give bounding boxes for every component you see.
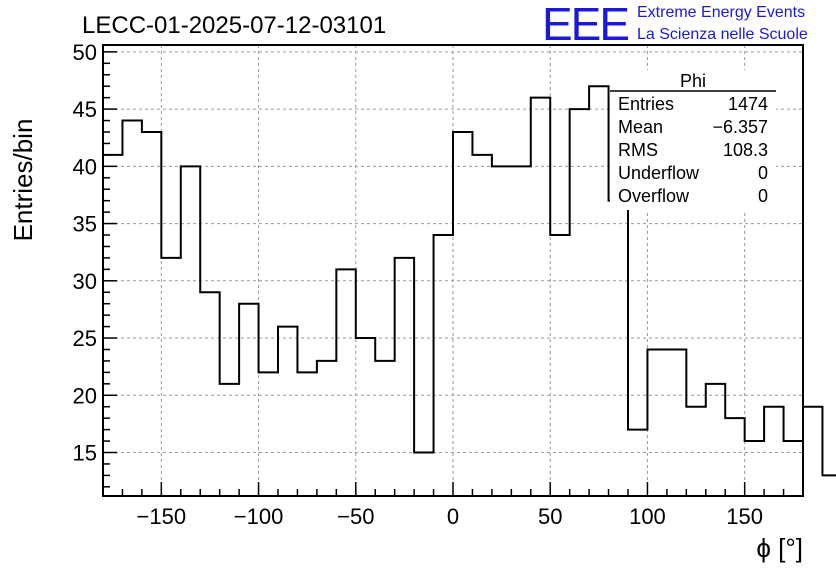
x-tick-label: −50: [337, 504, 374, 529]
y-tick-label: 30: [73, 269, 97, 294]
y-tick-label: 35: [73, 212, 97, 237]
stats-row-label: Entries: [618, 94, 674, 114]
y-tick-label: 45: [73, 97, 97, 122]
stats-box: Phi Entries 1474 Mean −6.357 RMS 108.3 Underfl…: [610, 70, 776, 210]
stats-row-value: 0: [758, 186, 768, 206]
stats-box-background: [610, 70, 776, 210]
logo-line-1: Extreme Energy Events: [637, 4, 805, 21]
x-tick-label: −150: [137, 504, 187, 529]
axis-ticks: [102, 51, 804, 496]
eee-logo-mark: EEE: [542, 0, 628, 50]
stats-row-label: RMS: [618, 140, 658, 160]
x-tick-label: 0: [447, 504, 459, 529]
logo-line-2: La Scienza nelle Scuole: [637, 26, 808, 43]
x-tick-label: −100: [234, 504, 284, 529]
stats-row-label: Underflow: [618, 163, 700, 183]
stats-row-value: −6.357: [712, 117, 768, 137]
stats-row-value: 1474: [728, 94, 768, 114]
x-axis-label: ϕ [°]: [756, 533, 803, 563]
y-tick-label: 40: [73, 154, 97, 179]
x-tick-label: 150: [726, 504, 763, 529]
y-tick-label: 25: [73, 326, 97, 351]
stats-row-value: 108.3: [723, 140, 768, 160]
eee-logo: EEE Extreme Energy Events La Scienza nel…: [542, 0, 808, 50]
stats-rows: Entries 1474 Mean −6.357 RMS 108.3 Underflow 0 O…: [618, 94, 768, 206]
y-axis-label: Entries/bin: [8, 119, 38, 242]
x-tick-label: 100: [629, 504, 666, 529]
y-tick-label: 20: [73, 383, 97, 408]
stats-row-label: Mean: [618, 117, 663, 137]
chart-title: LECC-01-2025-07-12-03101: [82, 12, 386, 39]
histogram-line: [103, 85, 836, 477]
x-tick-label: 50: [538, 504, 562, 529]
stats-box-title: Phi: [680, 71, 706, 91]
y-tick-label: 15: [73, 441, 97, 466]
stats-row-value: 0: [758, 163, 768, 183]
y-tick-label: 50: [73, 40, 97, 65]
stats-row-label: Overflow: [618, 186, 690, 206]
axis-tick-labels: −150 −100 −50 0 50 100 150 15 20 25 30 35 40 45 50: [73, 40, 764, 529]
